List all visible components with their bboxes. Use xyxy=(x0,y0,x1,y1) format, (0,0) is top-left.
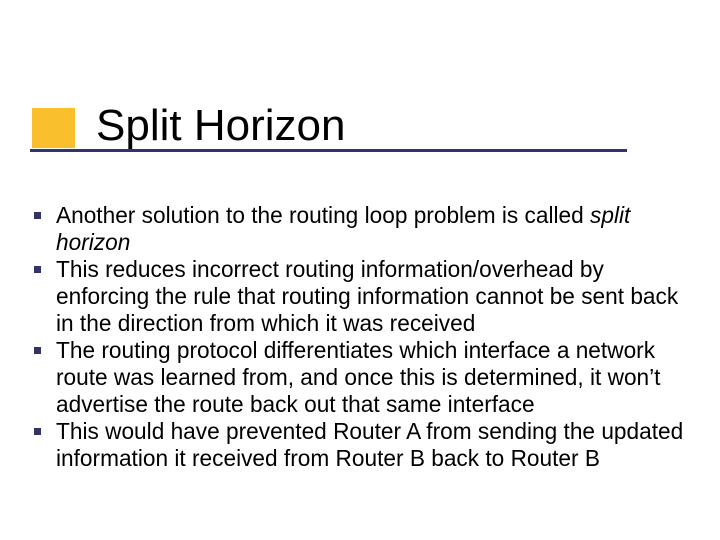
bullet-item-text: Another solution to the routing loop pro… xyxy=(56,202,702,256)
square-bullet-icon xyxy=(34,428,41,435)
bullet-item: Another solution to the routing loop pro… xyxy=(30,202,702,256)
title-accent-square xyxy=(32,108,75,148)
bullet-item-text: The routing protocol differentiates whic… xyxy=(56,337,702,418)
bullet-item: This would have prevented Router A from … xyxy=(30,418,702,472)
square-bullet-icon xyxy=(34,347,41,354)
square-bullet-icon xyxy=(34,212,41,219)
bullet-item-text: This would have prevented Router A from … xyxy=(56,418,702,472)
bullet-item: This reduces incorrect routing informati… xyxy=(30,256,702,337)
bullet-list: Another solution to the routing loop pro… xyxy=(30,202,702,472)
slide-title: Split Horizon xyxy=(96,101,345,151)
square-bullet-icon xyxy=(34,266,41,273)
bullet-item-text: This reduces incorrect routing informati… xyxy=(56,256,702,337)
bullet-item: The routing protocol differentiates whic… xyxy=(30,337,702,418)
